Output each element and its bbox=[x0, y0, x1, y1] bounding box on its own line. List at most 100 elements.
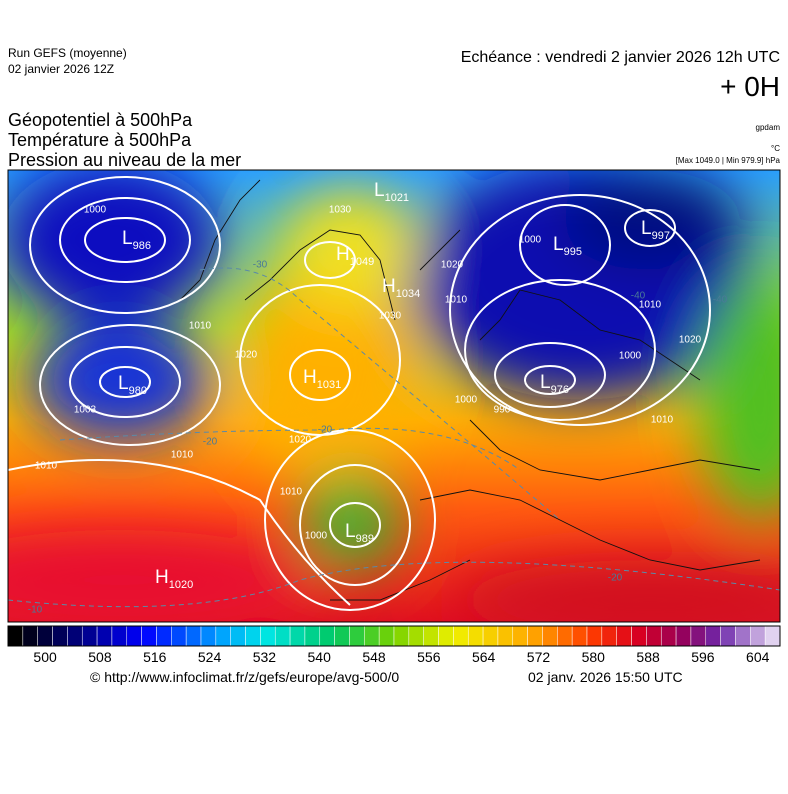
unit-label: gpdam bbox=[756, 123, 781, 132]
center-value: 1049 bbox=[350, 256, 374, 268]
colorbar-tick-label: 508 bbox=[88, 649, 112, 665]
pressure-center: L976 bbox=[540, 372, 569, 396]
colorbar-cell bbox=[764, 625, 781, 647]
colorbar-cell bbox=[171, 625, 187, 647]
isobars bbox=[8, 176, 780, 611]
isobar-label: 1000 bbox=[84, 205, 107, 216]
run-label: Run GEFS (moyenne) bbox=[8, 46, 127, 60]
colorbar-tick-label: 500 bbox=[33, 649, 57, 665]
colorbar-tick-label: 588 bbox=[636, 649, 660, 665]
colorbar-tick-label: 564 bbox=[472, 649, 496, 665]
temperature-label: -10 bbox=[28, 605, 43, 616]
colorbar-cell bbox=[542, 625, 558, 647]
colorbar-cell bbox=[393, 625, 410, 647]
pressure-center: H1049 bbox=[336, 244, 374, 268]
isobar-label: 1010 bbox=[189, 321, 212, 332]
forecast-time: Echéance : vendredi 2 janvier 2026 12h U… bbox=[461, 49, 780, 66]
isobar-label: 990 bbox=[494, 405, 511, 416]
isobar-label: 1020 bbox=[441, 260, 464, 271]
isobar-label: 1000 bbox=[305, 531, 328, 542]
colorbar-tick-label: 572 bbox=[527, 649, 551, 665]
colorbar-cell bbox=[675, 625, 692, 647]
center-value: 980 bbox=[129, 385, 147, 397]
temperature-label: -40 bbox=[713, 295, 728, 306]
colorbar-cell bbox=[67, 625, 83, 647]
pressure-center: L995 bbox=[553, 234, 582, 258]
colorbar-cell bbox=[408, 625, 424, 647]
pressure-center: L997 bbox=[641, 218, 670, 242]
colorbar-cell bbox=[274, 625, 291, 647]
center-value: 997 bbox=[652, 230, 670, 242]
colorbar-cell bbox=[616, 625, 632, 647]
colorbar-cell bbox=[571, 625, 588, 647]
colorbar-cell bbox=[126, 625, 142, 647]
map bbox=[8, 170, 780, 622]
pressure-center: H1020 bbox=[155, 567, 193, 591]
isobar-label: 1010 bbox=[171, 450, 194, 461]
colorbar-cell bbox=[423, 625, 439, 647]
colorbar-cell bbox=[467, 625, 484, 647]
pressure-center: L1021 bbox=[374, 180, 409, 204]
center-letter: L bbox=[641, 218, 652, 239]
colorbar-tick-label: 524 bbox=[198, 649, 222, 665]
unit-label: °C bbox=[771, 144, 780, 153]
colorbar-cell bbox=[482, 625, 499, 647]
colorbar-cell bbox=[37, 625, 53, 647]
colorbar-cell bbox=[527, 625, 543, 647]
colorbar-cell bbox=[156, 625, 172, 647]
center-letter: H bbox=[155, 567, 169, 588]
colorbar-tick-label: 580 bbox=[582, 649, 606, 665]
colorbar-cell bbox=[7, 625, 24, 647]
isobar-label: 1000 bbox=[519, 235, 542, 246]
isobar-label: 1020 bbox=[679, 335, 702, 346]
center-letter: H bbox=[303, 367, 317, 388]
center-letter: L bbox=[122, 228, 133, 249]
colorbar-tick-label: 540 bbox=[308, 649, 332, 665]
range-label: [Max 1049.0 | Min 979.9] hPa bbox=[676, 156, 781, 165]
colorbar-cell bbox=[631, 625, 647, 647]
isobar-label: 1030 bbox=[379, 311, 402, 322]
isobar-label: 1020 bbox=[289, 435, 312, 446]
title-line: Géopotentiel à 500hPa bbox=[8, 110, 193, 130]
colorbar-cell bbox=[289, 625, 306, 647]
colorbar-frame bbox=[7, 625, 781, 647]
isobar-label: 1000 bbox=[455, 395, 478, 406]
colorbar-cell bbox=[720, 625, 736, 647]
colorbar-cell bbox=[497, 625, 514, 647]
colorbar-cell bbox=[111, 625, 128, 647]
isobar-label: 1010 bbox=[35, 461, 58, 472]
colorbar-tick-label: 516 bbox=[143, 649, 167, 665]
colorbar-cell bbox=[245, 625, 261, 647]
center-letter: L bbox=[118, 373, 129, 394]
colorbar-cell bbox=[52, 625, 68, 647]
colorbar-tick-label: 548 bbox=[362, 649, 386, 665]
isobar-label: 1010 bbox=[445, 295, 468, 306]
colorbar-cell bbox=[646, 625, 662, 647]
colorbar-cell bbox=[660, 625, 677, 647]
colorbar-cell bbox=[349, 625, 365, 647]
isobar-label: 1010 bbox=[280, 487, 303, 498]
title-line: Pression au niveau de la mer bbox=[8, 150, 241, 170]
pressure-center: L980 bbox=[118, 373, 147, 397]
center-letter: H bbox=[382, 276, 396, 297]
temperature-label: -20 bbox=[608, 573, 623, 584]
colorbar-tick-label: 604 bbox=[746, 649, 770, 665]
colorbar-cell bbox=[378, 625, 395, 647]
center-value: 976 bbox=[551, 384, 569, 396]
colorbar-cell bbox=[438, 625, 454, 647]
run-date: 02 janvier 2026 12Z bbox=[8, 62, 114, 76]
center-letter: L bbox=[540, 372, 551, 393]
colorbar-cell bbox=[230, 625, 246, 647]
pressure-center: H1034 bbox=[382, 276, 420, 300]
colorbar-cell bbox=[22, 625, 38, 647]
colorbar-cell bbox=[364, 625, 380, 647]
pressure-center: L989 bbox=[345, 521, 374, 545]
colorbar-cell bbox=[690, 625, 707, 647]
pressure-center: L986 bbox=[122, 228, 151, 252]
center-letter: H bbox=[336, 244, 350, 265]
center-value: 1021 bbox=[385, 192, 409, 204]
colorbar-cell bbox=[557, 625, 573, 647]
center-value: 986 bbox=[133, 240, 151, 252]
center-letter: L bbox=[553, 234, 564, 255]
colorbar-cell bbox=[586, 625, 603, 647]
